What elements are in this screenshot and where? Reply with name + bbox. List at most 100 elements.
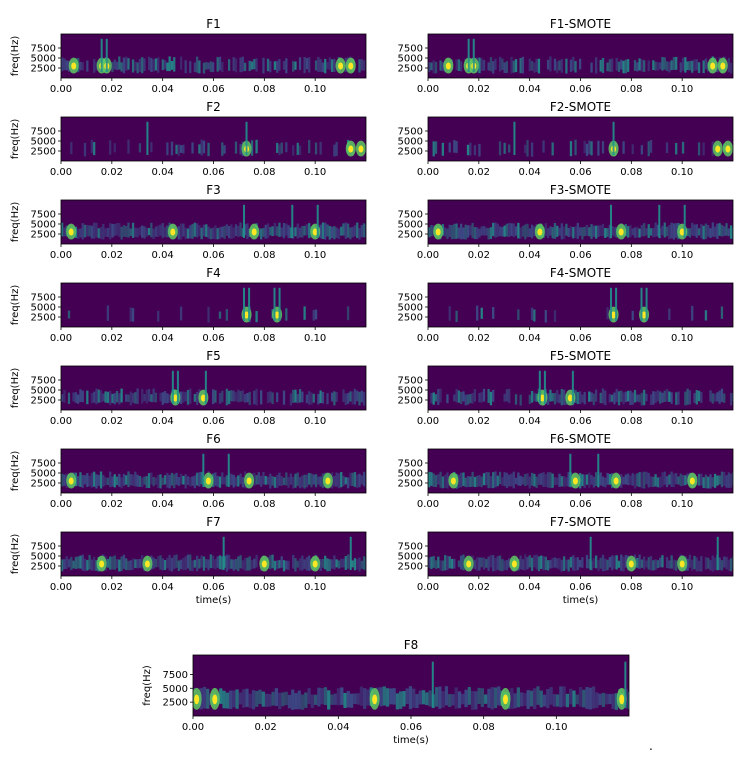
energy-column [278, 560, 281, 569]
energy-column [109, 390, 112, 406]
panel-title: F1-SMOTE [550, 17, 611, 31]
energy-column [695, 390, 698, 405]
energy-column [336, 688, 341, 706]
energy-column [63, 227, 66, 237]
energy-column [707, 557, 710, 569]
energy-column [113, 143, 116, 153]
energy-column [95, 222, 98, 238]
spike [202, 453, 205, 487]
energy-column [551, 473, 554, 488]
energy-column [482, 388, 486, 402]
energy-column [592, 557, 595, 568]
energy-column [546, 228, 550, 239]
panel-title: F8 [404, 638, 419, 652]
energy-column [106, 558, 110, 568]
energy-column [113, 59, 116, 70]
y-tick-label: 7500 [31, 376, 56, 387]
energy-column [569, 556, 573, 568]
burst-peak [502, 694, 508, 705]
energy-column [638, 472, 641, 488]
energy-column [460, 472, 463, 488]
energy-column [462, 391, 465, 402]
x-tick-label: 0.08 [620, 250, 642, 261]
energy-column [314, 474, 318, 488]
energy-column [480, 688, 485, 708]
energy-column [319, 476, 322, 487]
spectrogram-energy [61, 204, 366, 240]
energy-column [553, 58, 557, 71]
energy-column [109, 471, 112, 488]
energy-column [346, 477, 350, 489]
energy-column [113, 393, 116, 405]
energy-column [304, 692, 308, 708]
energy-column [127, 394, 130, 402]
energy-column [613, 226, 616, 237]
x-tick-label: 0.02 [255, 722, 277, 733]
energy-column [292, 61, 295, 72]
energy-column [448, 142, 451, 153]
energy-column [611, 555, 614, 571]
energy-column [303, 56, 306, 74]
energy-column [186, 476, 190, 485]
energy-column [478, 143, 481, 157]
energy-column [700, 556, 703, 572]
energy-column [624, 474, 628, 485]
energy-column [67, 559, 71, 568]
energy-column [150, 394, 153, 402]
x-tick-label: 0.02 [101, 416, 123, 427]
energy-column [195, 56, 199, 73]
energy-column [222, 690, 226, 709]
energy-column [523, 693, 527, 706]
energy-column [63, 390, 66, 403]
energy-column [533, 555, 536, 568]
energy-column [271, 476, 274, 486]
energy-column [469, 142, 472, 156]
energy-column [636, 557, 639, 568]
energy-column [594, 225, 598, 239]
spike [538, 370, 541, 404]
energy-column [542, 472, 545, 487]
energy-column [216, 57, 219, 72]
energy-column [704, 223, 708, 240]
x-tick-label: 0.06 [569, 167, 591, 178]
y-tick-label: 2500 [398, 64, 423, 75]
energy-column [227, 59, 231, 71]
energy-column [663, 222, 666, 238]
energy-column [643, 471, 646, 489]
energy-column [444, 686, 449, 706]
energy-column [516, 687, 520, 708]
energy-column [131, 558, 135, 570]
spike [589, 536, 592, 570]
energy-column [524, 474, 527, 487]
energy-column [517, 222, 520, 239]
energy-column [670, 471, 673, 487]
energy-column [430, 62, 433, 71]
energy-column [622, 476, 625, 485]
burst-peak [679, 228, 685, 236]
energy-column [598, 693, 602, 706]
energy-column [305, 474, 309, 488]
energy-column [675, 223, 678, 238]
energy-column [301, 391, 304, 403]
spike [291, 204, 294, 238]
energy-column [464, 689, 468, 708]
energy-column [620, 390, 623, 402]
energy-column [729, 62, 733, 74]
energy-column [191, 560, 194, 572]
energy-column [723, 226, 726, 237]
energy-column [70, 142, 73, 155]
energy-column [280, 476, 283, 486]
energy-column [198, 558, 201, 569]
energy-column [643, 223, 646, 237]
energy-column [276, 60, 279, 73]
energy-column [104, 228, 107, 237]
energy-column [576, 392, 579, 405]
energy-column [273, 560, 277, 571]
energy-column [227, 226, 231, 239]
energy-column [248, 556, 251, 571]
energy-column [143, 394, 146, 402]
energy-column [266, 391, 270, 404]
burst-peak [212, 694, 218, 705]
energy-column [611, 58, 614, 72]
